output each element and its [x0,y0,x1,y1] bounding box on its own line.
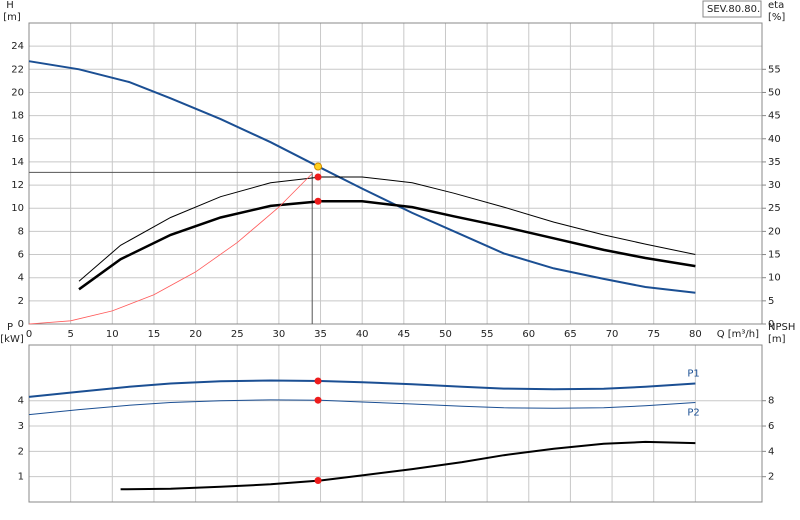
x-tick-label: 35 [314,329,327,340]
y-tick-label: 14 [11,157,24,168]
operating-point [314,162,323,171]
y-tick-label: 4 [18,396,24,407]
plot-frame [28,22,763,325]
y2-tick-label: 40 [768,134,781,145]
curve [28,60,696,294]
y-tick-label: 2 [18,446,24,457]
y-unit: [kW] [0,334,24,345]
operating-point [314,197,322,205]
curve [78,200,696,291]
y2-tick-label: 35 [768,157,781,168]
x-tick-label: 75 [647,329,660,340]
y2-tick-label: 30 [768,180,781,191]
y-tick-label: 12 [11,180,24,191]
y2-tick-label: 45 [768,111,781,122]
y2-unit: [%] [768,12,785,23]
y-label: H [6,0,14,11]
y-tick-label: 20 [11,87,24,98]
series-label: P1 [687,368,699,379]
x-tick-label: 50 [439,329,452,340]
y-tick-label: 0 [18,319,24,330]
x-label: Q [m³/h] [717,329,759,340]
y-tick-label: 3 [18,421,24,432]
y2-tick-label: 25 [768,203,781,214]
x-tick-label: 20 [189,329,202,340]
x-tick-label: 25 [231,329,244,340]
x-tick-label: 5 [67,329,73,340]
x-tick-label: 60 [522,329,535,340]
x-tick-label: 30 [273,329,286,340]
operating-point [314,476,322,484]
operating-point [314,396,322,404]
y2-tick-label: 4 [768,446,774,457]
y2-tick-label: 50 [768,87,781,98]
curve [120,440,696,491]
y2-tick-label: 8 [768,396,774,407]
curve [28,399,696,416]
y-tick-label: 6 [18,250,24,261]
curve [28,173,313,325]
y-tick-label: 24 [11,41,24,52]
y2-unit: [m] [768,334,786,345]
x-tick-label: 45 [397,329,410,340]
x-tick-label: 55 [481,329,494,340]
x-tick-label: 70 [606,329,619,340]
y-tick-label: 10 [11,203,24,214]
y2-tick-label: 5 [768,296,774,307]
y-tick-label: 4 [18,273,24,284]
model-box [702,0,762,18]
x-tick-label: 10 [106,329,119,340]
y-tick-label: 16 [11,134,24,145]
curve [78,176,696,282]
y-tick-label: 2 [18,296,24,307]
y-tick-label: 8 [18,226,24,237]
x-tick-label: 40 [356,329,369,340]
y2-tick-label: 6 [768,421,774,432]
y-tick-label: 1 [18,472,24,483]
plot-frame [28,344,763,503]
model-label: SEV.80.80. [707,4,760,15]
y2-label: eta [768,0,784,11]
y-tick-label: 18 [11,111,24,122]
y2-tick-label: 0 [768,319,774,330]
y2-label: NPSH [768,322,795,333]
y-unit: [m] [3,12,21,23]
y-tick-label: 22 [11,64,24,75]
series-label: P2 [687,407,699,418]
x-tick-label: 65 [564,329,577,340]
operating-point [314,377,322,385]
x-tick-label: 80 [689,329,702,340]
y2-tick-label: 10 [768,273,781,284]
operating-point [314,173,322,181]
x-tick-label: 15 [148,329,161,340]
y2-tick-label: 55 [768,64,781,75]
x-tick-label: 0 [26,329,32,340]
y-label: P [7,322,13,333]
curve [28,379,696,398]
y2-tick-label: 15 [768,250,781,261]
y2-tick-label: 20 [768,226,781,237]
y2-tick-label: 2 [768,472,774,483]
